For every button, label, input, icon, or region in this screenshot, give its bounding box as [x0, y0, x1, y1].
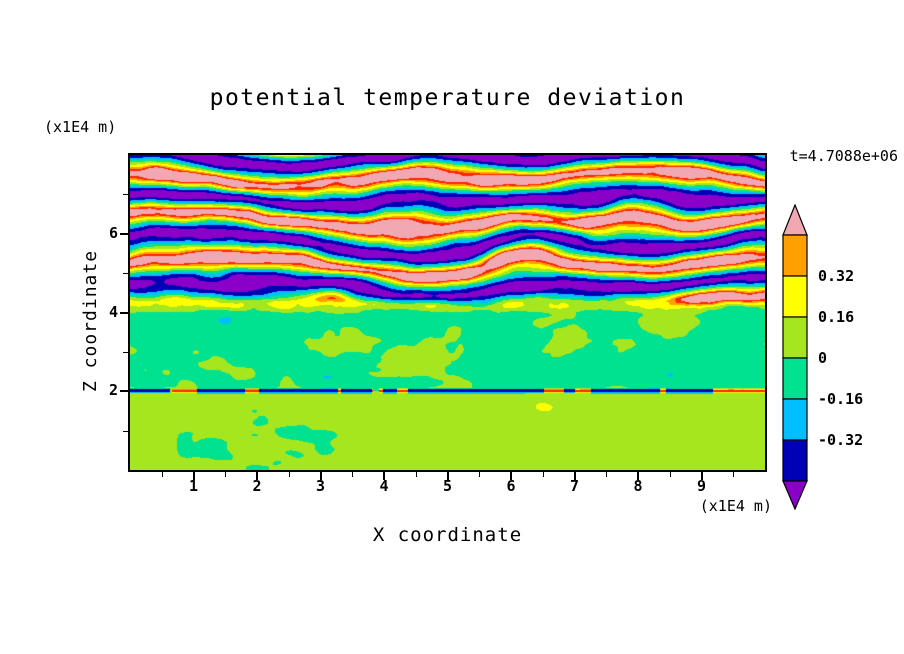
x-minor-tick [288, 472, 290, 477]
z-major-tick [120, 311, 128, 314]
colorbar-cap-top [782, 204, 808, 236]
time-label: t=4.7088e+06 [789, 147, 898, 165]
z-minor-tick [123, 351, 128, 353]
x-tick-label: 1 [188, 477, 199, 495]
z-tick-label: 2 [108, 381, 118, 400]
colorbar-tick-label: 0 [818, 349, 828, 367]
colorbar-cap-bottom [782, 480, 808, 510]
x-tick-label: 5 [442, 477, 453, 495]
z-axis-label: Z coordinate [80, 249, 101, 392]
x-major-tick [256, 472, 258, 480]
colorbar-segment [782, 398, 808, 441]
x-tick-label: 9 [696, 477, 707, 495]
x-major-tick [192, 472, 195, 480]
x-major-tick [510, 472, 512, 480]
z-tick-label: 6 [108, 223, 118, 242]
x-minor-tick [415, 472, 417, 477]
plot-area [128, 153, 767, 472]
x-axis-label: X coordinate [372, 524, 523, 546]
colorbar-tick-label: 0.32 [818, 267, 855, 285]
z-major-tick [120, 232, 128, 235]
colorbar-segment [782, 439, 808, 482]
x-tick-label: 6 [506, 477, 516, 495]
colorbar-segment [782, 357, 808, 400]
colorbar-segment [782, 275, 808, 318]
x-major-tick [383, 472, 385, 480]
z-major-tick [120, 390, 128, 393]
x-minor-tick [161, 472, 163, 477]
x-tick-label: 2 [252, 477, 262, 495]
colorbar-segment [782, 234, 808, 277]
x-major-tick [637, 472, 639, 480]
x-minor-tick [479, 472, 481, 477]
x-major-tick [573, 472, 576, 480]
x-major-tick [319, 472, 322, 480]
x-tick-label: 4 [379, 477, 389, 495]
z-minor-tick [123, 273, 128, 275]
x-tick-label: 8 [633, 477, 643, 495]
x-tick-label: 7 [569, 477, 580, 495]
colorbar-tick-label: -0.32 [818, 431, 864, 449]
colorbar-tick-label: 0.16 [818, 308, 855, 326]
x-minor-tick [542, 472, 544, 477]
colorbar-segment [782, 316, 808, 359]
x-minor-tick [225, 472, 227, 477]
x-minor-tick [733, 472, 735, 477]
x-major-tick [700, 472, 703, 480]
z-minor-tick [123, 194, 128, 196]
x-tick-label: 3 [315, 477, 326, 495]
x-minor-tick [669, 472, 671, 477]
x-minor-tick [606, 472, 608, 477]
field-canvas [130, 155, 765, 470]
x-axis-unit-label: (x1E4 m) [699, 497, 772, 515]
colorbar-tick-label: -0.16 [818, 390, 864, 408]
x-major-tick [446, 472, 449, 480]
plot-title: potential temperature deviation [209, 85, 686, 111]
z-minor-tick [123, 430, 128, 432]
z-tick-label: 4 [108, 302, 118, 321]
x-minor-tick [352, 472, 354, 477]
colorbar [782, 204, 808, 510]
z-axis-unit-label: (x1E4 m) [44, 118, 117, 136]
